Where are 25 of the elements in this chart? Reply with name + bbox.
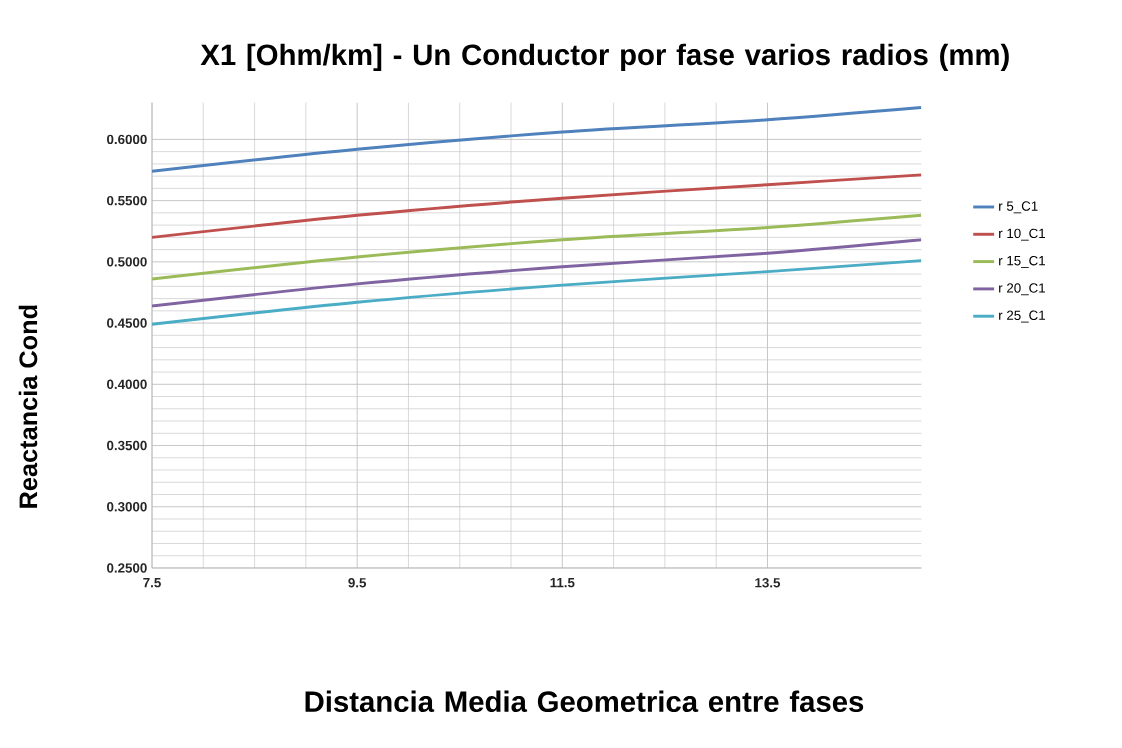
y-tick-label: 0.2500 [107, 563, 147, 573]
line-series [152, 259, 922, 326]
x-tick-label: 7.5 [143, 578, 161, 588]
line-series [152, 213, 922, 281]
line-series [152, 106, 922, 173]
x-tick-label: 13.5 [755, 578, 781, 588]
legend-label: r 25_C1 [999, 310, 1045, 323]
y-tick-label: 0.5500 [107, 195, 147, 206]
y-tick-label: 0.3500 [107, 440, 147, 451]
y-tick-label: 0.4000 [107, 379, 147, 390]
y-tick-label: 0.6000 [107, 134, 147, 145]
line-series [152, 173, 922, 239]
y-tick-label: 0.5000 [107, 257, 147, 267]
chart-title: X1 [Ohm/km] - Un Conductor por fase varios radios (mm) [200, 43, 1009, 71]
line-series [152, 238, 922, 308]
y-axis-title: Reactancia Cond [18, 305, 38, 508]
legend-label: r 15_C1 [999, 255, 1045, 268]
x-tick-label: 9.5 [348, 578, 367, 588]
x-tick-label: 11.5 [550, 578, 575, 588]
y-tick-label: 0.3000 [107, 502, 147, 512]
x-axis-title: Distancia Media Geometrica entre fases [305, 690, 864, 713]
legend-label: r 20_C1 [999, 283, 1045, 296]
legend-label: r 5_C1 [999, 201, 1038, 214]
legend-label: r 10_C1 [999, 228, 1045, 241]
y-tick-label: 0.4500 [107, 318, 147, 328]
